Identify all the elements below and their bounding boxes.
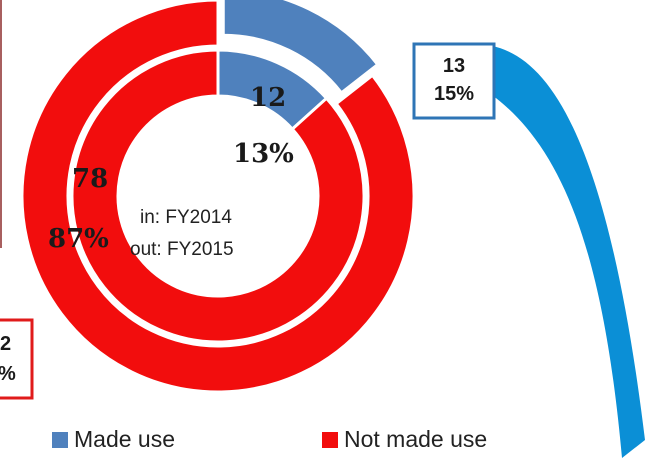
callout-made-use-pct: 15% bbox=[434, 83, 474, 105]
legend-swatch-made-use bbox=[52, 431, 68, 448]
callout-made-use-box bbox=[412, 42, 496, 120]
legend-swatch-not-made-use bbox=[322, 431, 338, 448]
legend-label-not-made-use: Not made use bbox=[344, 426, 488, 452]
outer-slice-made-use bbox=[221, 0, 380, 95]
inner-ring-fy2014 bbox=[70, 48, 366, 344]
callout-not-made-use-box bbox=[0, 318, 34, 400]
legend-item-made-use: Made use bbox=[52, 426, 175, 453]
legend-label-made-use: Made use bbox=[74, 426, 176, 452]
inner-not-made-use-value-label: 78 bbox=[72, 164, 108, 194]
center-label-in: in: FY2014 bbox=[140, 207, 232, 228]
outer-slice-not-made-use bbox=[20, 0, 416, 394]
outer-ring-fy2015 bbox=[20, 0, 416, 394]
inner-made-use-value-label: 12 bbox=[250, 83, 286, 113]
callout-made-use-value: 13 bbox=[443, 55, 465, 77]
callout-not-made-use-value: 2 bbox=[0, 333, 11, 355]
inner-slice-not-made-use bbox=[70, 48, 366, 344]
inner-made-use-pct-label: 13% bbox=[233, 139, 294, 169]
inner-not-made-use-pct-label: 87% bbox=[48, 224, 109, 254]
legend-item-not-made-use: Not made use bbox=[322, 426, 487, 453]
callout-not-made-use-pct: % bbox=[0, 363, 16, 385]
center-label-out: out: FY2015 bbox=[130, 239, 234, 260]
connector-ribbon bbox=[492, 46, 645, 458]
legend: Made use Not made use bbox=[0, 420, 653, 458]
